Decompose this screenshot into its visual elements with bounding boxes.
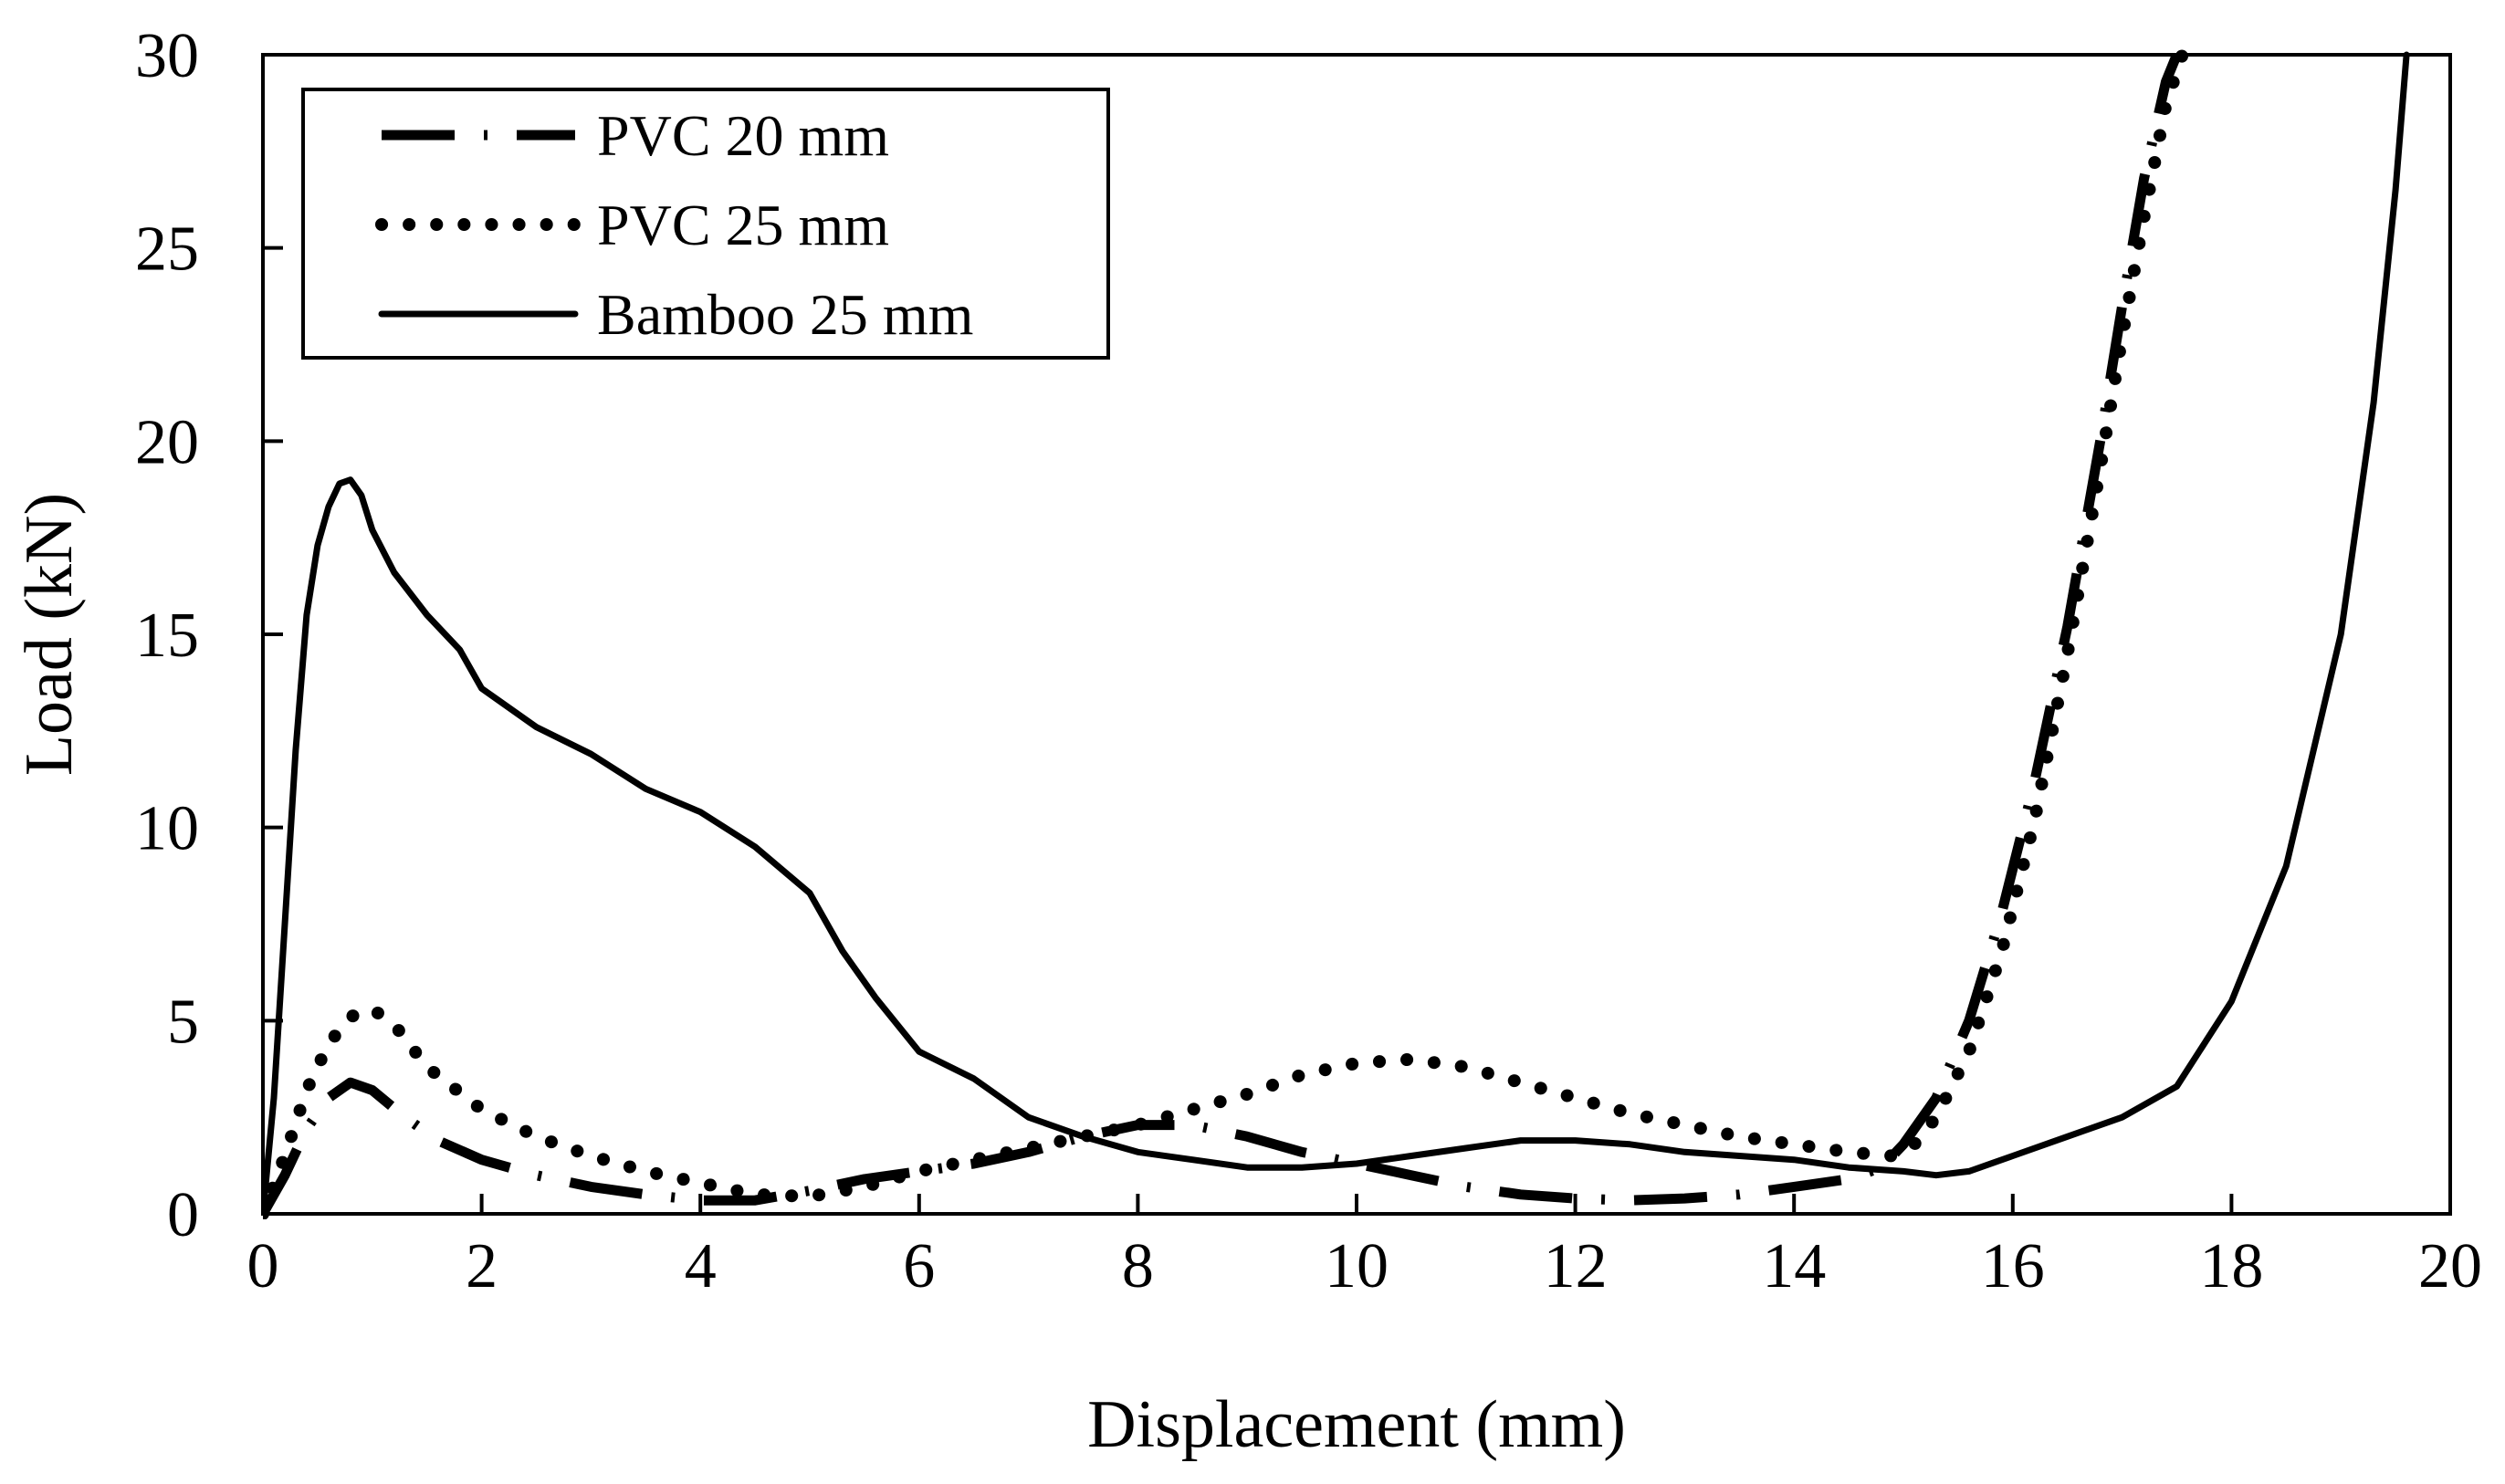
y-tick-label: 5 xyxy=(167,987,199,1057)
x-tick-label: 4 xyxy=(685,1231,717,1301)
plot-series-group xyxy=(263,49,2410,1219)
x-tick-label: 10 xyxy=(1325,1231,1389,1301)
y-axis-title: Load (kN) xyxy=(12,493,87,776)
x-tick-label: 12 xyxy=(1544,1231,1608,1301)
legend-label: PVC 20 mm xyxy=(597,103,889,168)
x-tick-label: 2 xyxy=(466,1231,498,1301)
y-tick-label: 20 xyxy=(135,407,199,477)
x-tick-label: 0 xyxy=(247,1231,279,1301)
x-tick-label: 6 xyxy=(903,1231,935,1301)
x-tick-label: 18 xyxy=(2199,1231,2263,1301)
y-tick-label: 25 xyxy=(135,214,199,285)
series-line-bamboo-25-mm xyxy=(263,51,2410,1218)
y-tick-label: 15 xyxy=(135,601,199,671)
axis-ticks-group xyxy=(261,53,2452,1216)
x-axis-title: Displacement (mm) xyxy=(1087,1387,1626,1462)
x-tick-label: 20 xyxy=(2418,1231,2482,1301)
x-tick-label: 16 xyxy=(1981,1231,2045,1301)
x-tick-label: 8 xyxy=(1122,1231,1154,1301)
legend-label: Bamboo 25 mm xyxy=(597,282,973,347)
y-tick-label: 30 xyxy=(135,21,199,91)
tick-labels-group: 0 2 4 6 8 10 12 14 16 18 20 0 5 10 15 20 25 30 xyxy=(135,21,2482,1301)
y-tick-label: 10 xyxy=(135,794,199,864)
legend: PVC 20 mm PVC 25 mm Bamboo 25 mm xyxy=(301,88,1110,360)
series-line-pvc-20-mm xyxy=(263,52,2182,1217)
x-tick-label: 14 xyxy=(1762,1231,1826,1301)
legend-label: PVC 25 mm xyxy=(597,193,889,257)
series-line-pvc-25-mm xyxy=(263,49,2189,1219)
y-tick-label: 0 xyxy=(167,1180,199,1250)
